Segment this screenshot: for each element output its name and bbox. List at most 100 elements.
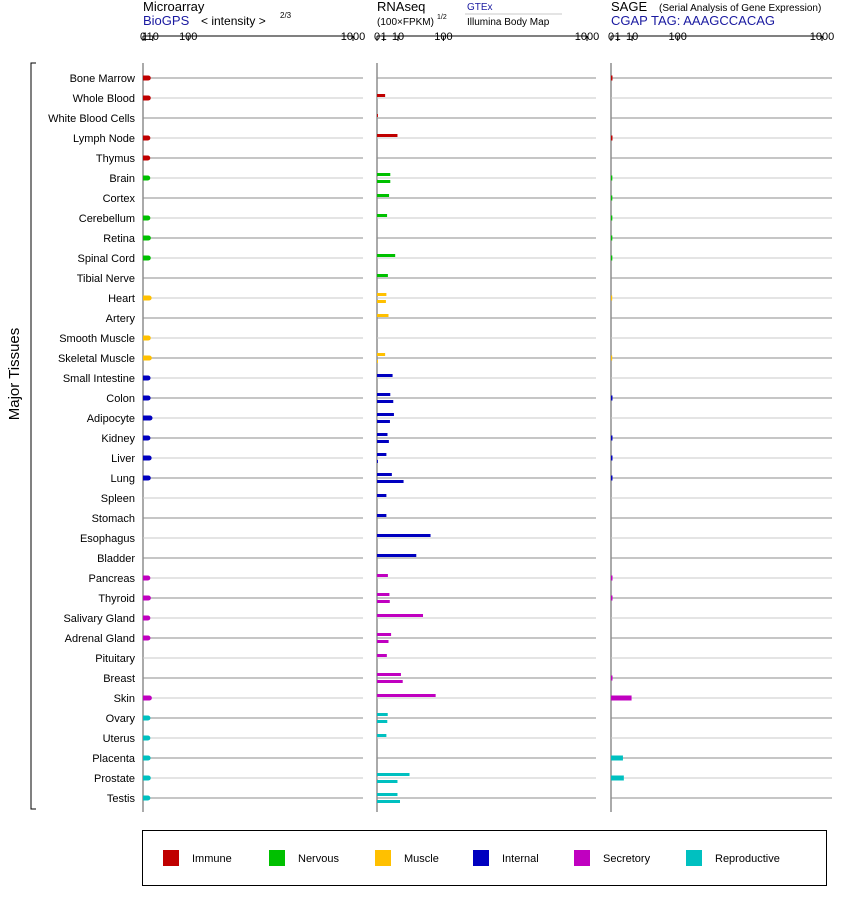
legend-label-reproductive: Reproductive	[715, 853, 780, 865]
microarray-bar-cap	[145, 335, 151, 341]
microarray-bar	[143, 475, 149, 481]
tissue-label: Colon	[106, 393, 135, 405]
microarray-title: Microarray	[143, 0, 205, 14]
rnaseq-bar	[377, 640, 389, 643]
rnaseq-bar	[377, 400, 394, 403]
rnaseq-bar	[377, 593, 390, 596]
sage-bar	[611, 235, 613, 241]
rnaseq-bar	[377, 780, 398, 783]
rnaseq-bar	[377, 654, 387, 657]
microarray-bar	[143, 335, 149, 341]
microarray-bar	[143, 75, 149, 81]
tissue-label: Retina	[103, 233, 136, 245]
sage-bar	[611, 675, 613, 681]
microarray-bar-cap	[145, 155, 151, 161]
sage-tick-label: 100	[669, 31, 687, 43]
rnaseq-bar	[377, 433, 388, 436]
tissue-label: Spleen	[101, 493, 135, 505]
microarray-bar	[143, 355, 150, 361]
tissue-label: Whole Blood	[73, 93, 135, 105]
rnaseq-bar	[377, 574, 388, 577]
legend-swatch-nervous	[269, 850, 285, 866]
rnaseq-bar	[377, 360, 378, 363]
microarray-bar	[143, 455, 150, 461]
rnaseq-tick-label: 10	[392, 31, 404, 43]
tissue-label: Thyroid	[98, 593, 135, 605]
rnaseq-tick-label: 1000	[575, 31, 599, 43]
rnaseq-tick-label: 0	[374, 31, 380, 43]
microarray-bar-cap	[145, 175, 151, 181]
y-axis-title: Major Tissues	[6, 328, 23, 421]
microarray-bar	[143, 595, 149, 601]
tissue-label: Esophagus	[80, 533, 136, 545]
sage-tick-label: 0	[608, 31, 614, 43]
rnaseq-bar	[377, 114, 378, 117]
rnaseq-bar	[377, 194, 390, 197]
microarray-bar	[143, 235, 149, 241]
rnaseq-bar	[377, 534, 431, 537]
tissue-label: Pituitary	[95, 653, 135, 665]
microarray-bar-cap	[145, 575, 151, 581]
microarray-bar-cap	[145, 795, 151, 801]
rnaseq-bar	[377, 420, 390, 423]
tissue-label: Prostate	[94, 773, 135, 785]
microarray-bar-cap	[147, 415, 153, 421]
microarray-bar-cap	[145, 215, 151, 221]
rnaseq-source-gtex: GTEx	[467, 2, 493, 13]
sage-bar	[611, 395, 613, 401]
tissue-label: Skeletal Muscle	[58, 353, 135, 365]
rnaseq-axis-exponent: 1/2	[437, 14, 447, 21]
tissue-label: Skin	[114, 693, 135, 705]
rnaseq-bar	[377, 94, 386, 97]
tissue-label: Lung	[111, 473, 135, 485]
rnaseq-bar	[377, 734, 387, 737]
microarray-bar-cap	[145, 635, 151, 641]
sage-bar	[611, 435, 613, 441]
rnaseq-bar	[377, 680, 403, 683]
rnaseq-bar	[377, 600, 390, 603]
rnaseq-bar	[377, 614, 424, 617]
rnaseq-title: RNAseq	[377, 0, 425, 14]
microarray-bar	[143, 295, 150, 301]
tissue-label: Smooth Muscle	[59, 333, 135, 345]
rnaseq-bar	[377, 673, 401, 676]
rnaseq-bar	[377, 300, 386, 303]
rnaseq-bar	[377, 473, 392, 476]
sage-bar	[611, 455, 613, 461]
rnaseq-bar	[377, 254, 396, 257]
microarray-bar-cap	[145, 375, 151, 381]
microarray-bar-cap	[146, 295, 152, 301]
microarray-bar	[143, 255, 149, 261]
legend-label-nervous: Nervous	[298, 853, 339, 865]
microarray-bar-cap	[145, 475, 151, 481]
microarray-tick-label: 10	[147, 31, 159, 43]
microarray-bar	[143, 755, 149, 761]
rnaseq-bar	[377, 314, 389, 317]
rnaseq-bar	[377, 460, 378, 463]
legend-swatch-secretory	[574, 850, 590, 866]
sage-tick-label: 10	[626, 31, 638, 43]
rnaseq-bar	[377, 480, 404, 483]
microarray-bar-cap	[145, 95, 151, 101]
rnaseq-bar	[377, 713, 388, 716]
sage-bar	[611, 355, 613, 361]
sage-bar	[611, 695, 632, 701]
rnaseq-bar	[377, 274, 388, 277]
rnaseq-bar	[377, 453, 387, 456]
rnaseq-bar	[377, 413, 394, 416]
tissue-label: Salivary Gland	[63, 613, 135, 625]
sage-title-note: (Serial Analysis of Gene Expression)	[659, 3, 821, 14]
tissue-label: Adrenal Gland	[65, 633, 135, 645]
sage-bar	[611, 255, 613, 261]
microarray-bar	[143, 95, 149, 101]
legend-swatch-muscle	[375, 850, 391, 866]
tissue-label: Brain	[109, 173, 135, 185]
sage-tick-label: 1000	[810, 31, 834, 43]
rnaseq-bar	[377, 494, 387, 497]
microarray-bar-cap	[145, 735, 151, 741]
microarray-bar-cap	[145, 75, 151, 81]
tissue-label: Liver	[111, 453, 135, 465]
tissue-label: Pancreas	[89, 573, 136, 585]
sage-bar	[611, 475, 613, 481]
rnaseq-bar	[377, 134, 398, 137]
